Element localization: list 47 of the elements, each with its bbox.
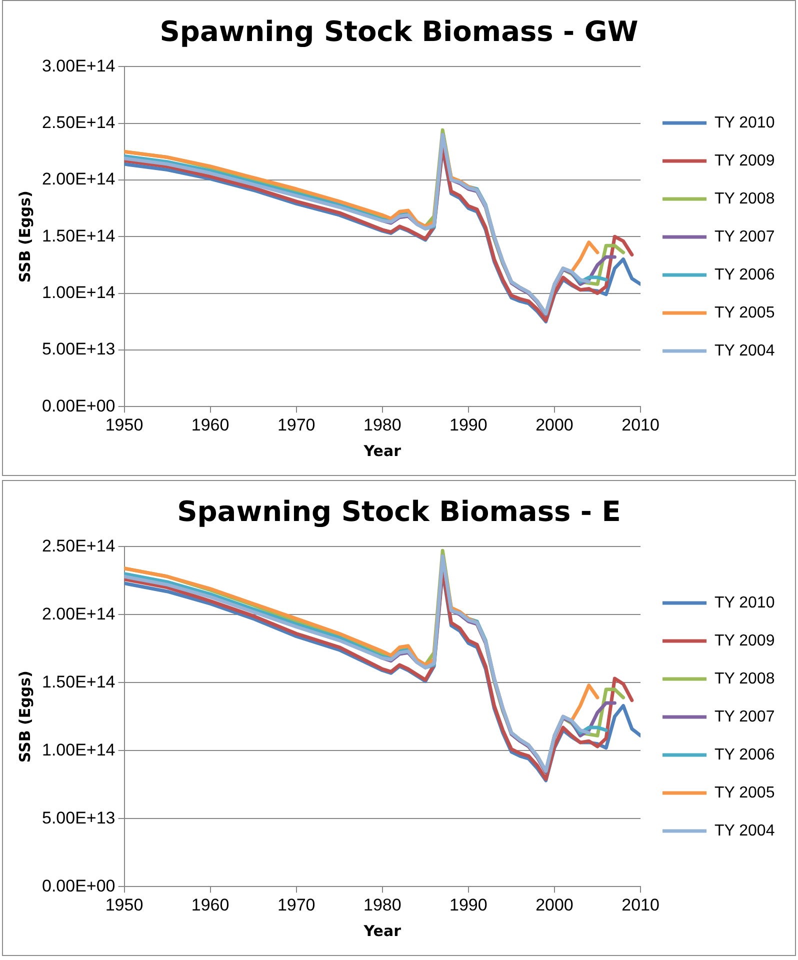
y-tick-label: 3.00E+14 — [42, 56, 116, 76]
legend-label: TY 2008 — [714, 190, 775, 208]
y-axis-title: SSB (Eggs) — [16, 670, 34, 763]
x-tick-label: 2010 — [622, 895, 660, 914]
x-tick-label: 1960 — [191, 415, 230, 434]
y-tick-label: 1.00E+14 — [42, 282, 116, 302]
legend-label: TY 2008 — [714, 670, 775, 688]
y-tick-label: 2.50E+14 — [42, 536, 116, 556]
legend-label: TY 2006 — [714, 746, 775, 764]
legend-label: TY 2006 — [714, 266, 775, 284]
x-tick-label: 1970 — [277, 415, 316, 434]
legend-label: TY 2007 — [714, 708, 775, 726]
legend-label: TY 2005 — [714, 784, 775, 802]
y-tick-label: 0.00E+00 — [42, 876, 116, 896]
chart-title: Spawning Stock Biomass - GW — [160, 15, 638, 48]
x-axis-title: Year — [362, 922, 402, 940]
x-axis-title: Year — [362, 442, 402, 460]
x-tick-label: 1990 — [450, 895, 488, 914]
y-tick-label: 1.50E+14 — [42, 226, 116, 246]
legend-label: TY 2005 — [714, 304, 775, 322]
x-tick-label: 1980 — [363, 415, 402, 434]
x-tick-label: 2000 — [536, 895, 574, 914]
legend-label: TY 2007 — [714, 228, 775, 246]
y-tick-label: 2.00E+14 — [42, 170, 116, 189]
legend-label: TY 2004 — [714, 342, 775, 360]
y-axis-title: SSB (Eggs) — [16, 190, 34, 283]
y-tick-label: 2.00E+14 — [42, 604, 116, 624]
y-tick-label: 0.00E+00 — [42, 396, 116, 416]
chart-title: Spawning Stock Biomass - E — [177, 495, 621, 528]
x-tick-label: 1960 — [191, 895, 230, 914]
x-tick-label: 1950 — [105, 895, 144, 914]
legend-label: TY 2004 — [714, 822, 775, 840]
legend-label: TY 2009 — [714, 632, 775, 650]
x-tick-label: 1990 — [450, 415, 488, 434]
x-tick-label: 1950 — [105, 415, 144, 434]
x-tick-label: 2000 — [536, 415, 574, 434]
x-tick-label: 1980 — [363, 895, 402, 914]
legend-label: TY 2009 — [714, 152, 775, 170]
y-tick-label: 2.50E+14 — [42, 112, 116, 132]
y-tick-label: 5.00E+13 — [42, 340, 116, 359]
y-tick-label: 1.50E+14 — [42, 672, 116, 692]
y-tick-label: 5.00E+13 — [42, 808, 116, 828]
x-tick-label: 2010 — [622, 415, 660, 434]
y-tick-label: 1.00E+14 — [42, 740, 116, 760]
legend-label: TY 2010 — [714, 594, 775, 612]
x-tick-label: 1970 — [277, 895, 316, 914]
legend-label: TY 2010 — [714, 114, 775, 132]
